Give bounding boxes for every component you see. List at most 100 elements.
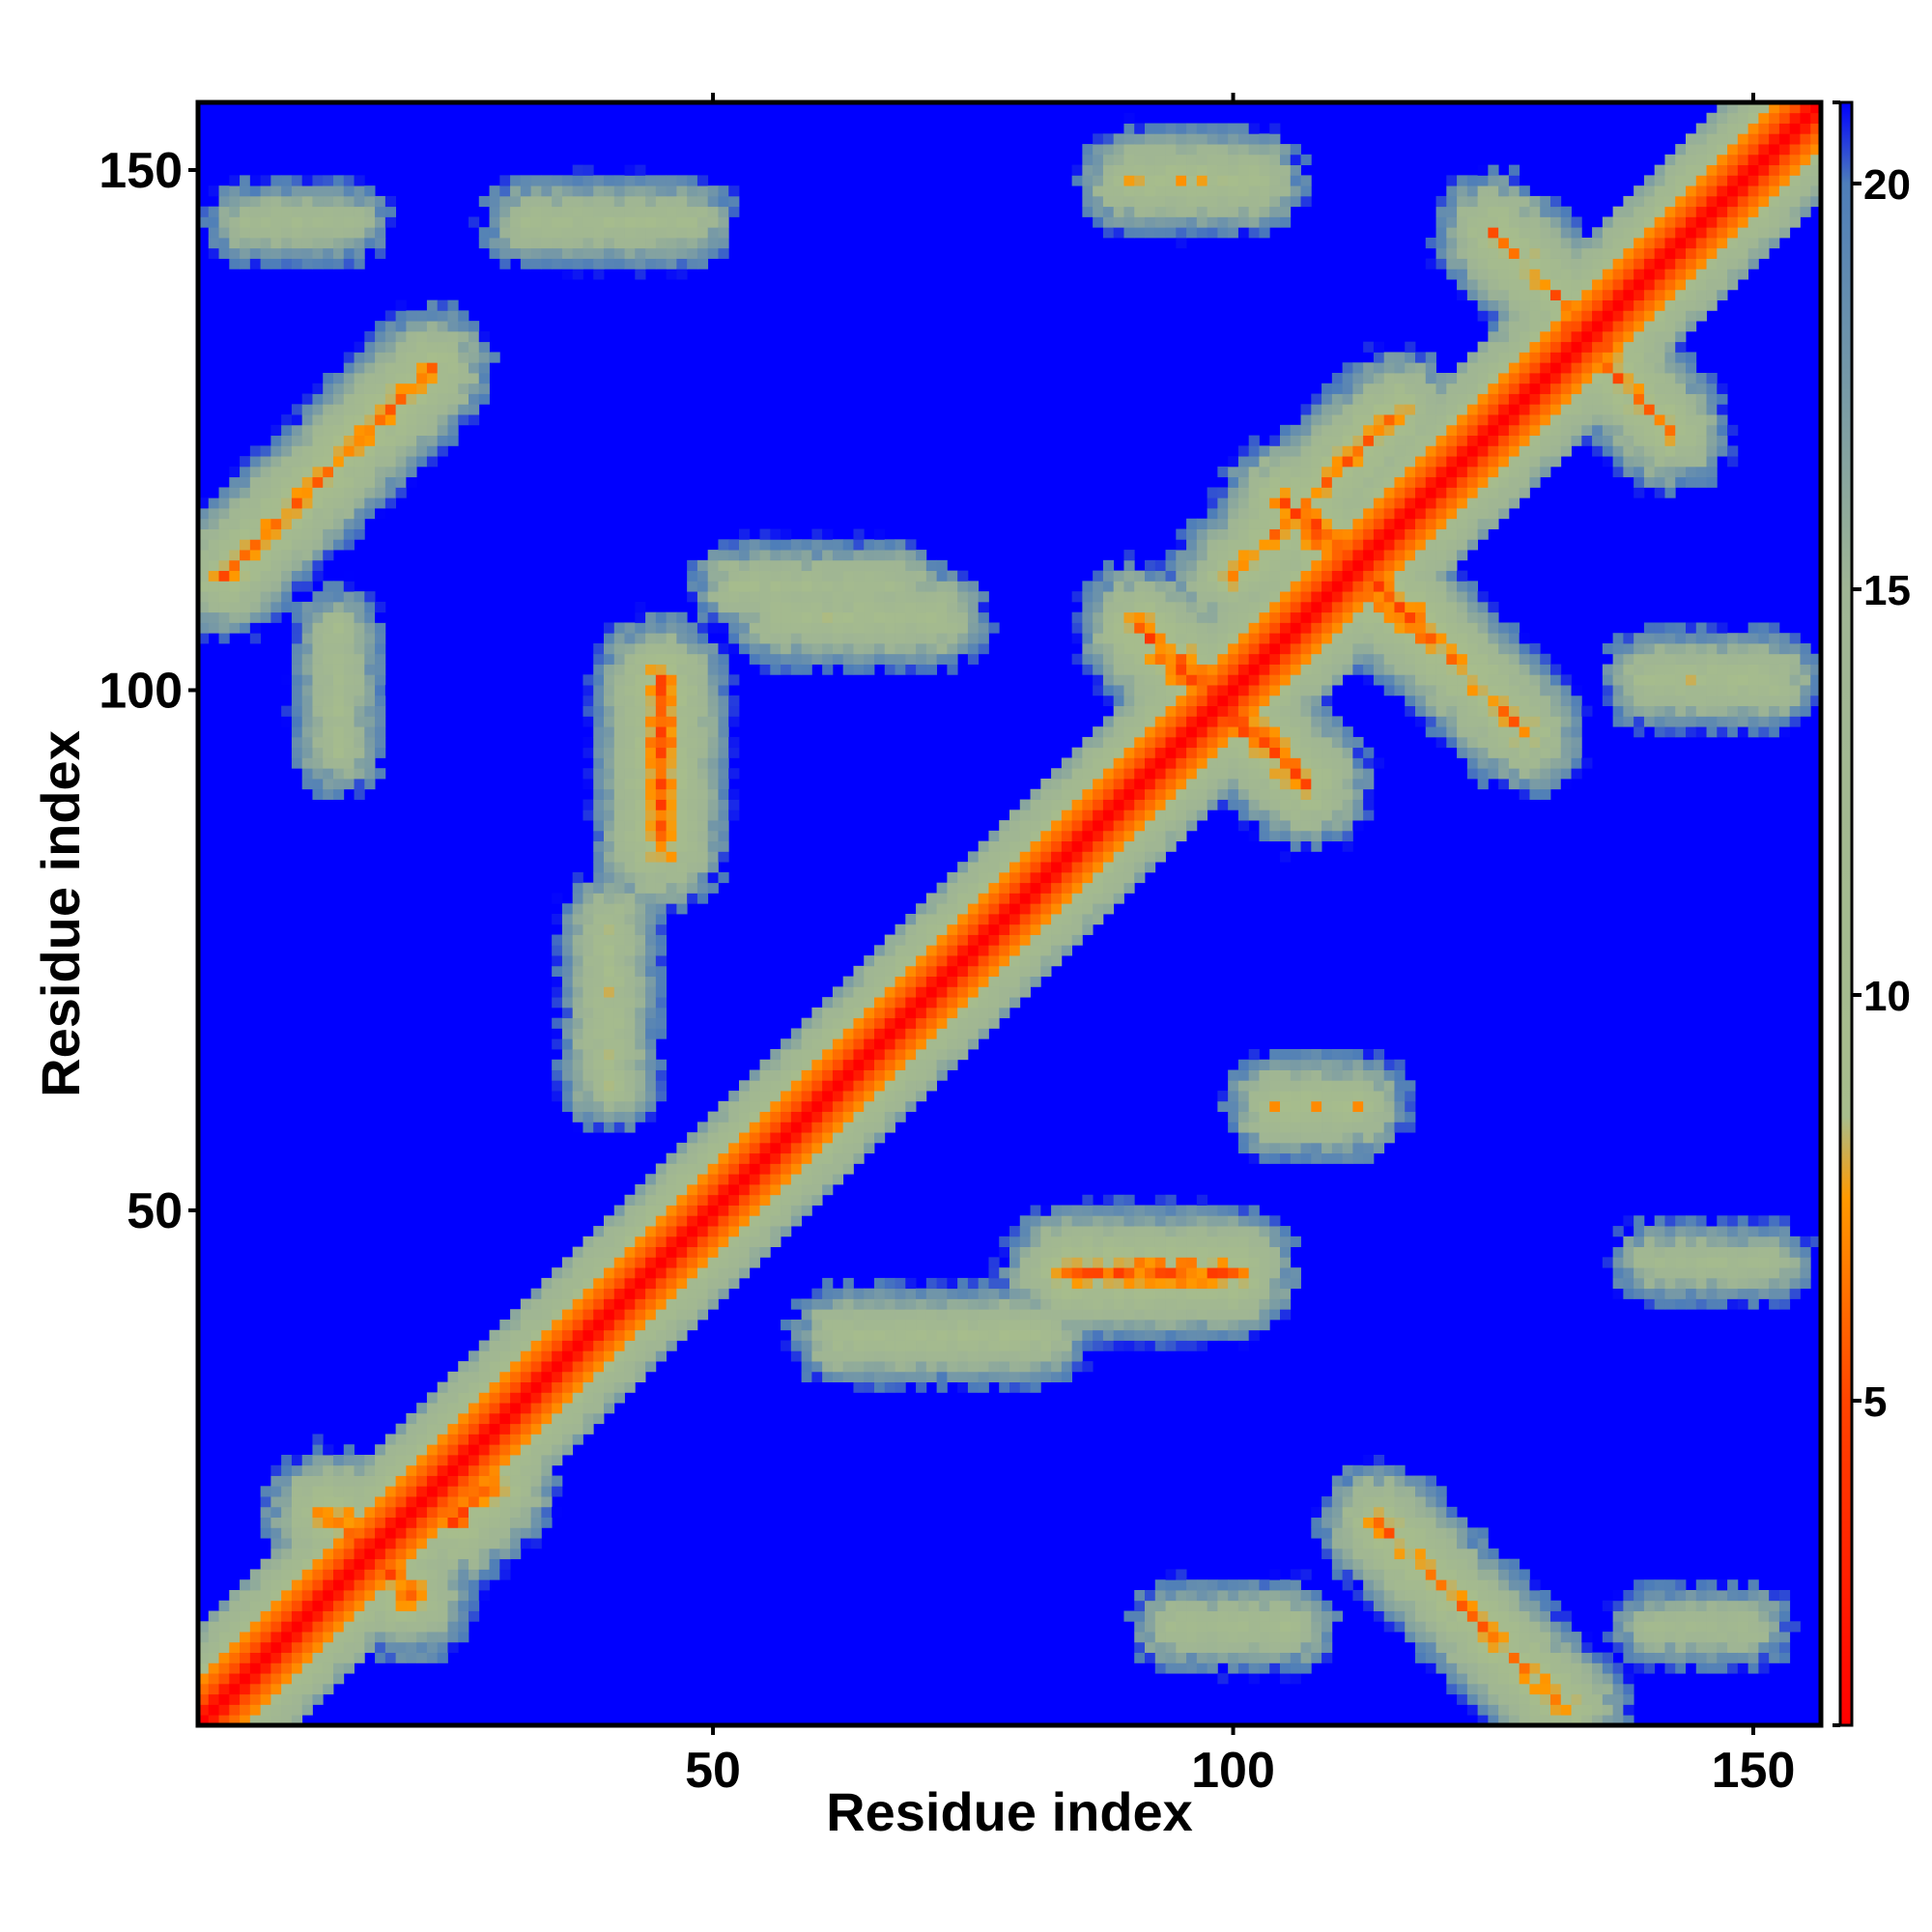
heatmap-cell xyxy=(572,1288,583,1299)
heatmap-cell xyxy=(1082,144,1094,156)
heatmap-cell xyxy=(323,601,334,613)
heatmap-cell xyxy=(1071,934,1083,946)
heatmap-cell xyxy=(1186,154,1198,166)
heatmap-cell xyxy=(478,1579,490,1591)
heatmap-cell xyxy=(666,851,677,863)
heatmap-cell xyxy=(343,653,355,665)
heatmap-cell xyxy=(301,1496,313,1508)
heatmap-cell xyxy=(967,1329,980,1341)
heatmap-cell xyxy=(260,1527,271,1539)
heatmap-cell xyxy=(333,779,345,790)
heatmap-cell xyxy=(728,1132,740,1144)
heatmap-cell xyxy=(426,1558,439,1570)
heatmap-cell xyxy=(853,528,865,540)
heatmap-cell xyxy=(895,1091,906,1102)
heatmap-cell xyxy=(323,591,334,603)
heatmap-cell xyxy=(375,373,386,384)
heatmap-cell xyxy=(635,1059,646,1070)
heatmap-cell xyxy=(676,882,688,894)
heatmap-cell xyxy=(1102,611,1115,623)
heatmap-cell xyxy=(1154,1267,1166,1279)
heatmap-cell xyxy=(1228,195,1239,208)
heatmap-cell xyxy=(676,1205,688,1216)
heatmap-cell xyxy=(1145,1329,1156,1341)
heatmap-cell xyxy=(469,1392,480,1404)
heatmap-cell xyxy=(561,216,574,228)
heatmap-cell xyxy=(707,768,719,780)
heatmap-cell xyxy=(384,362,397,374)
heatmap-cell xyxy=(240,622,251,634)
heatmap-cell xyxy=(613,768,625,780)
heatmap-cell xyxy=(364,757,376,769)
heatmap-cell xyxy=(696,674,709,686)
heatmap-cell xyxy=(967,986,980,998)
heatmap-cell xyxy=(988,1267,1000,1279)
heatmap-cell xyxy=(770,611,781,623)
heatmap-cell xyxy=(832,986,844,998)
heatmap-cell xyxy=(781,1038,792,1050)
heatmap-cell xyxy=(1217,768,1229,780)
heatmap-cell xyxy=(375,695,386,707)
heatmap-cell xyxy=(1154,581,1166,592)
heatmap-cell xyxy=(520,1350,532,1362)
heatmap-cell xyxy=(635,685,646,696)
heatmap-cell xyxy=(1217,611,1229,623)
heatmap-cell xyxy=(218,247,230,259)
heatmap-cell xyxy=(270,424,282,437)
heatmap-cell xyxy=(354,1496,365,1508)
heatmap-cell xyxy=(572,206,583,217)
heatmap-cell xyxy=(291,1538,303,1549)
heatmap-cell xyxy=(874,611,886,623)
heatmap-cell xyxy=(822,1111,834,1122)
heatmap-cell xyxy=(1165,1215,1177,1227)
heatmap-cell xyxy=(811,1174,823,1185)
heatmap-cell xyxy=(323,175,334,186)
heatmap-cell xyxy=(1019,1381,1031,1393)
heatmap-cell xyxy=(561,1288,574,1299)
heatmap-cell xyxy=(572,216,583,228)
heatmap-cell xyxy=(635,227,646,239)
heatmap-cell xyxy=(666,1288,677,1299)
heatmap-cell xyxy=(687,882,698,894)
heatmap-cell xyxy=(354,1621,365,1633)
heatmap-cell xyxy=(801,1080,812,1092)
heatmap-cell xyxy=(1228,1080,1239,1092)
heatmap-cell xyxy=(249,175,262,186)
heatmap-cell xyxy=(270,518,282,529)
heatmap-cell xyxy=(426,414,439,426)
heatmap-cell xyxy=(718,726,729,738)
heatmap-cell xyxy=(790,1100,803,1113)
heatmap-cell xyxy=(270,1715,282,1726)
heatmap-cell xyxy=(1154,736,1166,749)
heatmap-cell xyxy=(1113,1205,1124,1216)
heatmap-cell xyxy=(978,1340,989,1351)
heatmap-cell xyxy=(655,227,668,239)
heatmap-cell xyxy=(593,695,605,707)
heatmap-cell xyxy=(395,1444,407,1456)
heatmap-cell xyxy=(1237,1662,1250,1674)
heatmap-cell xyxy=(645,1080,657,1092)
heatmap-cell xyxy=(1145,840,1156,852)
heatmap-cell xyxy=(967,1028,980,1039)
heatmap-cell xyxy=(1113,1298,1124,1310)
heatmap-cell xyxy=(1217,1309,1229,1321)
heatmap-cell xyxy=(437,1558,448,1570)
heatmap-cell xyxy=(874,653,886,665)
heatmap-cell xyxy=(853,550,865,561)
heatmap-cell xyxy=(645,830,657,842)
heatmap-cell xyxy=(770,1226,781,1237)
heatmap-cell xyxy=(552,1475,563,1487)
heatmap-cell xyxy=(229,238,241,249)
heatmap-cell xyxy=(281,528,293,540)
heatmap-cell xyxy=(1102,1329,1115,1341)
heatmap-cell xyxy=(561,976,574,987)
heatmap-cell xyxy=(1123,144,1135,156)
heatmap-cell xyxy=(1113,1340,1124,1351)
heatmap-cell xyxy=(999,1246,1010,1258)
heatmap-cell xyxy=(884,611,895,623)
heatmap-cell xyxy=(1165,716,1177,727)
heatmap-cell xyxy=(343,393,355,405)
heatmap-cell xyxy=(645,736,657,749)
heatmap-cell xyxy=(1237,1600,1250,1611)
heatmap-cell xyxy=(1154,1329,1166,1341)
